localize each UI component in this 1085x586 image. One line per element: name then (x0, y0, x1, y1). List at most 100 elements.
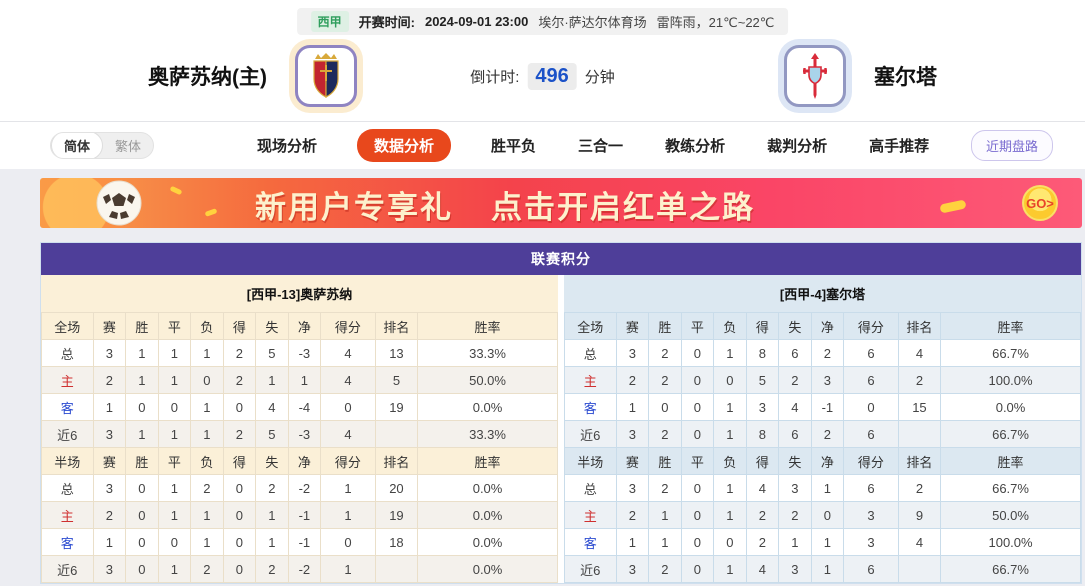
soccer-ball-icon (96, 180, 142, 226)
home-table-header: [西甲-13]奥萨苏纳 (41, 275, 558, 312)
table-row: 主 2 1 0 1 2 2 0 3 9 50.0% (564, 501, 1081, 529)
table-cell: 2 (222, 420, 257, 448)
table-cell: 0 (680, 420, 715, 448)
kickoff-time: 2024-09-01 23:00 (424, 14, 529, 29)
table-cell: 0 (157, 528, 192, 556)
column-header: 胜率 (940, 447, 1081, 475)
tab-win-draw-lose[interactable]: 胜平负 (491, 138, 537, 155)
column-header: 得 (222, 312, 257, 340)
celta-crest-icon (803, 53, 827, 99)
column-header: 平 (157, 312, 192, 340)
table-cell: 2 (897, 474, 942, 502)
table-cell: 5 (374, 366, 419, 394)
tab-expert-picks[interactable]: 高手推荐 (869, 138, 930, 155)
table-row: 总 3 2 0 1 4 3 1 6 2 66.7% (564, 474, 1081, 502)
table-cell: 2 (648, 555, 682, 583)
column-header: 胜率 (940, 312, 1081, 340)
column-header: 负 (713, 447, 747, 475)
row-label: 总 (41, 474, 94, 502)
tab-coach-analysis[interactable]: 教练分析 (665, 138, 726, 155)
confetti-decoration (169, 185, 183, 196)
table-cell: 6 (843, 420, 899, 448)
away-table-header: [西甲-4]塞尔塔 (564, 275, 1081, 312)
table-cell: 2 (745, 501, 780, 529)
column-header: 平 (680, 447, 715, 475)
column-header: 净 (287, 312, 322, 340)
table-cell: 3 (92, 339, 127, 367)
table-cell: 1 (713, 393, 747, 421)
column-header: 平 (157, 447, 192, 475)
table-row: 客 1 0 0 1 3 4 -1 0 15 0.0% (564, 393, 1081, 421)
column-header: 全场 (564, 312, 617, 340)
table-cell: -1 (287, 501, 322, 529)
banner-text: 新用户专享礼 点击开启红单之路 (255, 182, 755, 227)
table-cell: 1 (648, 501, 682, 529)
column-header: 胜 (125, 312, 159, 340)
table-cell: 8 (745, 339, 780, 367)
table-cell: -3 (287, 339, 322, 367)
column-header-row: 全场赛胜平负得失净得分 排名 胜率 (41, 312, 558, 340)
table-row: 客 1 0 0 1 0 4 -4 0 19 0.0% (41, 393, 558, 421)
column-header: 负 (190, 447, 224, 475)
home-team-group: 奥萨苏纳(主) (148, 45, 357, 107)
lang-traditional-button[interactable]: 繁体 (115, 139, 142, 154)
lang-simplified-button[interactable]: 简体 (51, 133, 104, 158)
table-cell: 3 (92, 555, 127, 583)
column-header: 净 (810, 312, 845, 340)
table-cell (374, 555, 419, 583)
table-cell: 0 (222, 555, 257, 583)
table-cell: 0 (680, 501, 715, 529)
row-label: 主 (564, 501, 617, 529)
table-cell: 0.0% (417, 393, 558, 421)
table-cell: 0 (843, 393, 899, 421)
table-cell: 1 (157, 501, 192, 529)
table-title: 联赛积分 (41, 243, 1081, 275)
table-cell: 3 (615, 420, 650, 448)
tab-data-analysis[interactable]: 数据分析 (357, 129, 452, 162)
table-cell: 2 (648, 474, 682, 502)
tab-referee-analysis[interactable]: 裁判分析 (767, 138, 828, 155)
table-cell: 1 (810, 528, 845, 556)
column-header: 失 (778, 312, 812, 340)
column-header: 负 (713, 312, 747, 340)
table-cell: 4 (745, 474, 780, 502)
column-header: 净 (810, 447, 845, 475)
go-button[interactable]: GO> (1022, 185, 1058, 221)
table-cell: 4 (255, 393, 289, 421)
promo-banner[interactable]: 新用户专享礼 点击开启红单之路 GO> (40, 178, 1082, 228)
table-cell: 0 (680, 528, 715, 556)
table-cell: 3 (92, 474, 127, 502)
column-header: 得分 (320, 312, 376, 340)
table-cell: 1 (713, 339, 747, 367)
recent-trends-button[interactable]: 近期盘路 (970, 130, 1053, 161)
table-cell: 3 (745, 393, 780, 421)
table-cell: 1 (287, 366, 322, 394)
table-cell: 66.7% (940, 555, 1081, 583)
tab-live-analysis[interactable]: 现场分析 (257, 138, 318, 155)
table-cell: 1 (320, 474, 376, 502)
home-stats-half: [西甲-13]奥萨苏纳 全场赛胜平负得失净得分 排名 胜率总 3 1 1 1 2 5 -3 4 13 3… (41, 275, 558, 583)
table-cell: 1 (810, 474, 845, 502)
table-cell: 0 (125, 555, 159, 583)
table-cell: 1 (125, 366, 159, 394)
table-cell: 0 (157, 393, 192, 421)
table-cell: 3 (843, 528, 899, 556)
column-header: 失 (255, 447, 289, 475)
table-cell: 3 (615, 339, 650, 367)
countdown: 倒计时: 496 分钟 (470, 62, 615, 90)
banner-subtitle: 点击开启红单之路 (491, 190, 755, 225)
home-team-name: 奥萨苏纳(主) (148, 66, 267, 89)
table-cell: 2 (778, 501, 812, 529)
table-cell: 1 (190, 501, 224, 529)
table-cell: 0.0% (417, 501, 558, 529)
table-cell: 20 (374, 474, 419, 502)
table-cell: 2 (648, 366, 682, 394)
table-cell: 2 (222, 339, 257, 367)
table-cell: 4 (745, 555, 780, 583)
table-cell: 1 (615, 393, 650, 421)
table-cell: 6 (778, 339, 812, 367)
tab-three-in-one[interactable]: 三合一 (578, 138, 624, 155)
table-cell: 1 (190, 339, 224, 367)
table-cell: -3 (287, 420, 322, 448)
table-cell: 0 (320, 393, 376, 421)
